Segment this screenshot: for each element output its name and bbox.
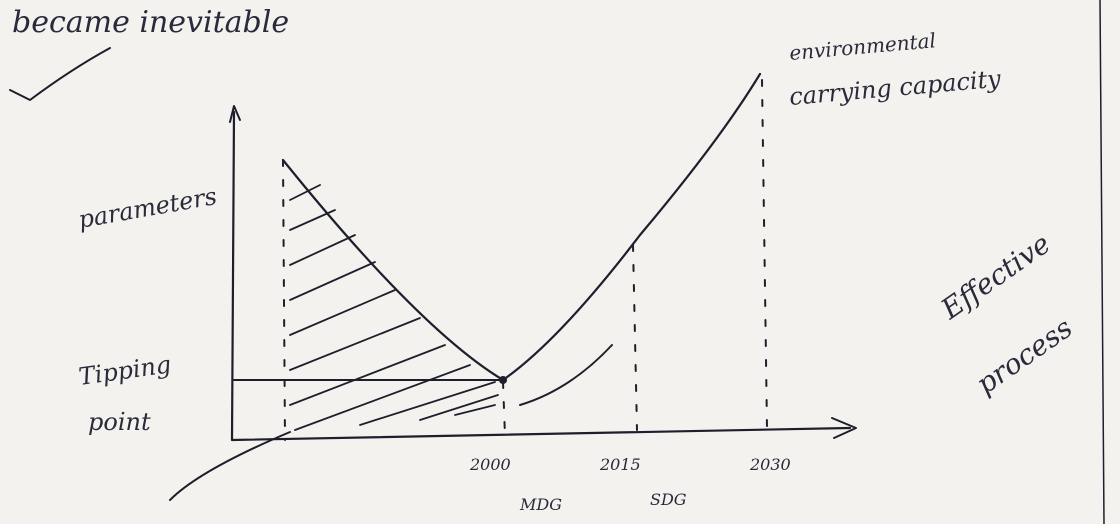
pointer-stroke [169, 431, 291, 501]
x-label: 2015 [599, 455, 641, 474]
axes [230, 110, 852, 442]
y-axis-label: parameters [76, 182, 219, 234]
margin-note: Effective [934, 227, 1056, 326]
page-margin [1099, 0, 1105, 524]
heading: became inevitable [12, 5, 289, 40]
point-label: Tipping [77, 350, 173, 391]
check-mark [9, 47, 111, 101]
axis-arrow [831, 417, 857, 439]
pointer-stroke [519, 344, 613, 406]
hatching [289, 184, 499, 431]
goal-label: SDG [650, 490, 687, 509]
x-label: 2000 [469, 455, 511, 474]
curve-label: carrying capacity [788, 65, 1002, 111]
axis-arrow [229, 105, 241, 123]
point-label: point [88, 408, 151, 436]
goal-label: MDG [519, 495, 562, 514]
curve-label: environmental [788, 28, 936, 65]
curve [281, 72, 762, 382]
margin-note: process [970, 311, 1078, 401]
dashed-guides [282, 79, 768, 441]
x-label: 2030 [749, 455, 791, 474]
